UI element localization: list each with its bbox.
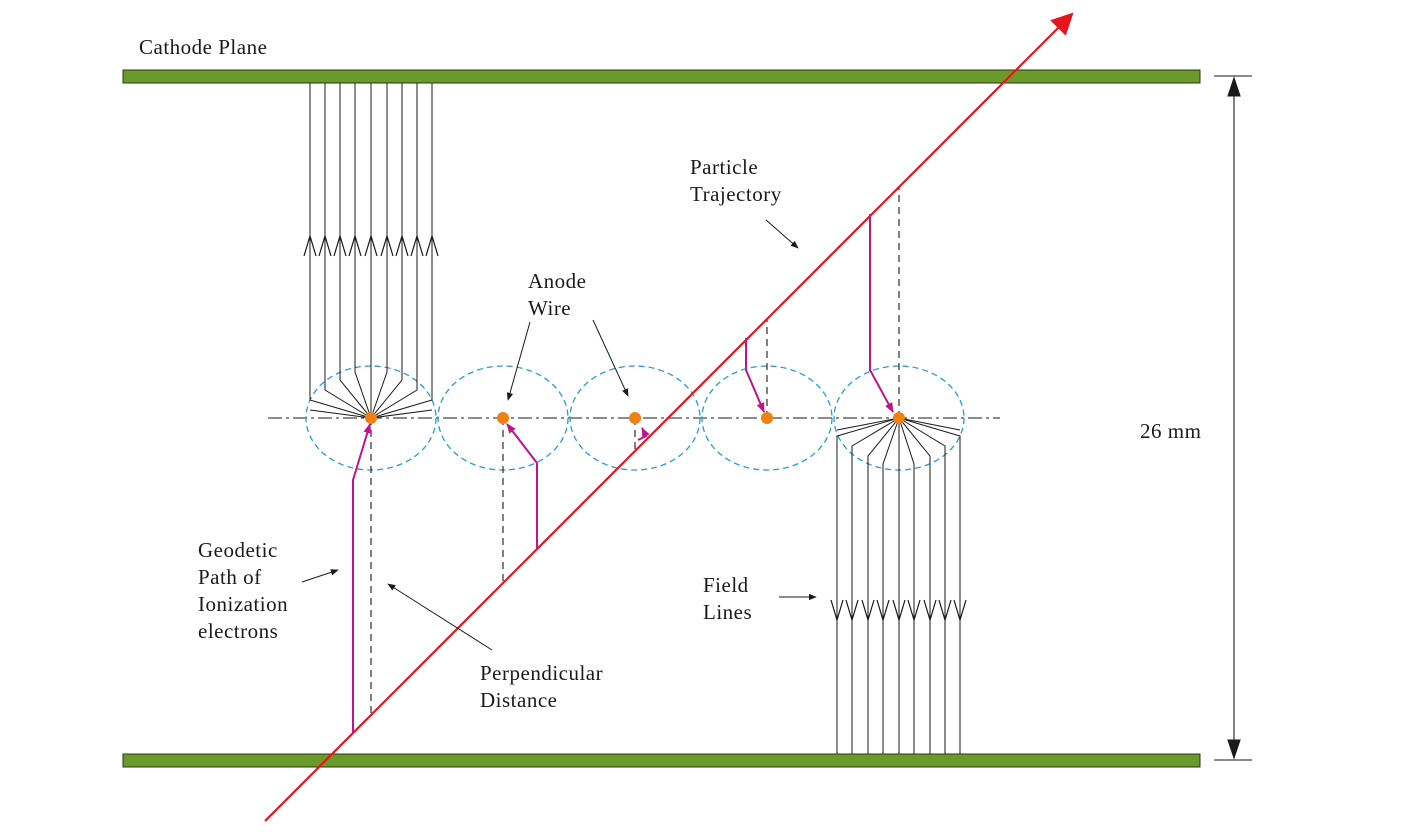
anode-wire [629, 412, 641, 424]
anode-wire [497, 412, 509, 424]
particle-trajectory [264, 12, 1074, 822]
anode-wire [365, 412, 377, 424]
anode-wire [761, 412, 773, 424]
ionization-path [352, 423, 372, 733]
anode-wire-label: Anode Wire [528, 269, 592, 320]
ionization-path [506, 423, 538, 549]
cathode-plane-top [122, 69, 1201, 84]
field-line-arrows-down [830, 599, 967, 623]
field-lines-upper [309, 83, 433, 419]
ionization-path [637, 427, 650, 441]
anode-wire-pointer-right [592, 319, 629, 397]
drift-cell [569, 365, 701, 471]
geodetic-pointer [301, 569, 339, 583]
field-lines-label: Field Lines [703, 573, 754, 624]
perpendicular-distance-label: Perpendicular Distance [480, 661, 609, 712]
field-lines-lower [836, 417, 961, 754]
field-line-arrows-up [303, 233, 439, 257]
ionization-path [869, 214, 894, 413]
anode-wire-pointer-left [506, 321, 531, 401]
cathode-plane-label: Cathode Plane [139, 35, 267, 59]
geodetic-path-label: Geodetic Path of Ionization electrons [198, 538, 294, 643]
dimension-marker [1214, 75, 1252, 761]
ionization-path [745, 338, 765, 413]
perpendicular-pointer [387, 583, 493, 651]
cathode-plane-bottom [122, 753, 1201, 768]
dimension-label: 26 mm [1140, 419, 1201, 443]
anode-wire [893, 412, 905, 424]
anode-wires [365, 412, 905, 424]
ionization-paths [352, 214, 894, 733]
annotation-arrows [301, 219, 817, 651]
drift-cell [701, 365, 833, 471]
particle-trajectory-label: Particle Trajectory [690, 155, 782, 206]
trajectory-pointer [765, 219, 799, 249]
